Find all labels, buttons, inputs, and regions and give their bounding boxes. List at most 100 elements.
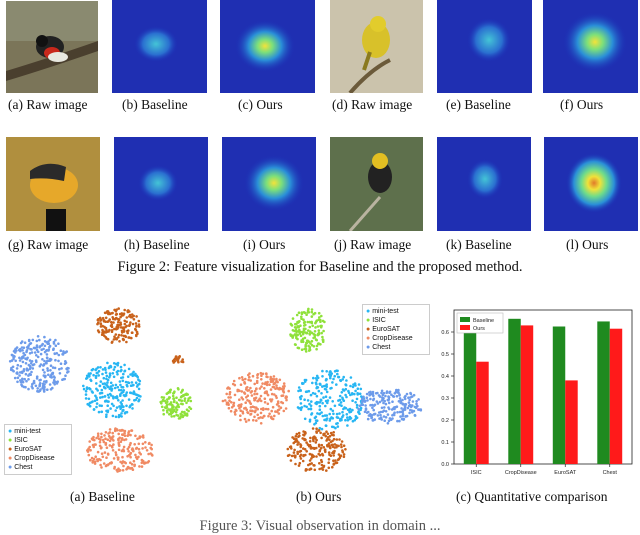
tsne-point (17, 348, 21, 352)
tsne-point (43, 350, 47, 354)
tsne-point (177, 417, 181, 420)
tsne-point (128, 323, 131, 326)
tsne-point (27, 387, 30, 391)
tsne-point (395, 394, 399, 398)
tsne-point (113, 365, 117, 369)
tsne-point (135, 330, 139, 334)
tsne-point (297, 431, 301, 435)
tsne-point (179, 415, 182, 418)
tsne-point (25, 379, 28, 383)
tsne-point (324, 424, 328, 427)
tsne-point (45, 356, 49, 359)
tsne-point (299, 397, 302, 401)
tsne-point (137, 442, 141, 446)
tsne-point (408, 398, 411, 402)
tsne-point (261, 416, 264, 419)
tsne-point (327, 451, 331, 454)
tsne-point (271, 380, 274, 383)
tsne-point (325, 370, 328, 373)
tsne-point (248, 401, 252, 404)
tsne-point (47, 340, 50, 343)
tsne-point (105, 377, 108, 381)
tsne-point (245, 408, 248, 411)
tsne-baseline-legend: ● mini-test ● ISIC ● EuroSAT ● CropDisea… (4, 424, 72, 475)
tsne-point (101, 395, 104, 399)
tsne-point (296, 337, 299, 341)
tsne-point (253, 392, 256, 396)
tsne-point (133, 399, 136, 402)
tsne-point (57, 359, 60, 363)
tsne-point (313, 330, 317, 333)
tsne-point (332, 454, 335, 457)
tsne-point (18, 356, 21, 360)
tsne-point (259, 399, 263, 403)
tsne-point (364, 408, 368, 411)
tsne-point (314, 338, 318, 341)
tsne-point (318, 408, 322, 411)
tsne-point (256, 399, 260, 403)
tsne-point (364, 404, 367, 407)
tsne-point (141, 434, 145, 437)
tsne-point (13, 349, 17, 352)
tsne-point (185, 401, 188, 405)
tsne-point (412, 393, 416, 397)
tsne-point (244, 388, 248, 391)
tsne-point (234, 408, 237, 412)
tsne-point (101, 372, 104, 376)
tsne-baseline-plot (8, 307, 193, 473)
tsne-point (392, 413, 396, 417)
tsne-point (392, 395, 396, 398)
tsne-point (269, 375, 272, 379)
tsne-point (110, 389, 113, 392)
tsne-point (136, 375, 139, 379)
tsne-point (310, 343, 314, 347)
tsne-point (174, 355, 178, 358)
tsne-point (168, 402, 171, 406)
tsne-point (311, 454, 315, 457)
tsne-point (102, 386, 106, 389)
tsne-point (129, 455, 132, 459)
tsne-point (309, 445, 313, 449)
tsne-point (253, 410, 257, 414)
tsne-point (123, 322, 127, 326)
tsne-point (53, 376, 56, 379)
tsne-point (305, 390, 309, 393)
tsne-point (345, 413, 349, 416)
tsne-point (344, 383, 347, 386)
tsne-point (120, 334, 123, 337)
tsne-point (45, 353, 49, 356)
tsne-point (239, 409, 242, 412)
caption-i: (i) Ours (243, 237, 286, 252)
tsne-point (114, 427, 117, 430)
tsne-point (400, 407, 403, 410)
tsne-point (125, 324, 128, 328)
tsne-point (327, 442, 331, 445)
tsne-point (117, 333, 121, 337)
tsne-point (96, 371, 99, 375)
tsne-point (87, 397, 91, 401)
tsne-point (318, 426, 322, 430)
tsne-point (320, 458, 323, 462)
tsne-point (303, 404, 306, 408)
tsne-point (172, 397, 175, 400)
tsne-point (88, 401, 92, 405)
tsne-point (273, 393, 276, 396)
tsne-point (305, 341, 308, 345)
tsne-point (121, 386, 125, 389)
tsne-point (329, 376, 332, 380)
tsne-point (49, 375, 52, 378)
caption-f: (f) Ours (560, 97, 604, 112)
tsne-point (54, 358, 57, 362)
tsne-point (116, 373, 119, 376)
tsne-point (105, 446, 109, 449)
tsne-point (60, 367, 63, 370)
tsne-point (167, 390, 171, 394)
tsne-point (100, 435, 103, 439)
tsne-point (125, 391, 129, 394)
tsne-point (122, 394, 126, 397)
tsne-point (328, 412, 331, 416)
figure3-caption: Figure 3: Visual observation in domain .… (199, 518, 441, 534)
tsne-point (165, 404, 169, 407)
tsne-point (172, 414, 176, 418)
tsne-point (135, 457, 139, 460)
